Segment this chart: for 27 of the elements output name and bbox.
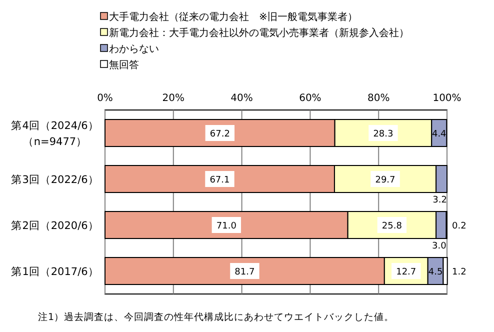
text: 注1）過去調査は、今回調査の性年代構成比にあわせてウエイトバックした値。 bbox=[38, 311, 394, 323]
legend-label: わからない bbox=[109, 44, 159, 55]
y-tick-label: 第3回（2022/6） bbox=[11, 174, 99, 186]
y-tick-label: 第1回（2017/6） bbox=[11, 266, 99, 278]
data-label: 4.4 bbox=[432, 130, 447, 140]
data-label: 29.7 bbox=[375, 176, 396, 186]
data-label: 12.7 bbox=[396, 268, 416, 278]
data-label: 3.0 bbox=[432, 242, 447, 252]
x-tick-label: 40% bbox=[230, 93, 253, 104]
data-label: 71.0 bbox=[216, 222, 237, 232]
data-label: 0.2 bbox=[452, 222, 466, 232]
x-tick-label: 100% bbox=[432, 93, 462, 104]
data-label: 81.7 bbox=[234, 268, 255, 278]
data-label: 28.3 bbox=[373, 130, 394, 140]
data-label: 67.2 bbox=[210, 130, 230, 140]
x-tick-label: 20% bbox=[162, 93, 185, 104]
data-label: 1.2 bbox=[452, 268, 466, 278]
x-tick-label: 0% bbox=[97, 93, 113, 104]
data-label: 25.8 bbox=[382, 222, 402, 232]
legend-label: 無回答 bbox=[109, 59, 139, 71]
data-label: 3.2 bbox=[432, 196, 447, 206]
y-tick-label: 第4回（2024/6）（n=9477） bbox=[11, 120, 99, 148]
y-tick-label: 第2回（2020/6） bbox=[11, 220, 99, 232]
data-label: 4.5 bbox=[428, 268, 443, 278]
data-label: 67.1 bbox=[210, 176, 230, 186]
x-tick-label: 80% bbox=[367, 93, 390, 104]
x-tick-label: 60% bbox=[299, 93, 322, 104]
